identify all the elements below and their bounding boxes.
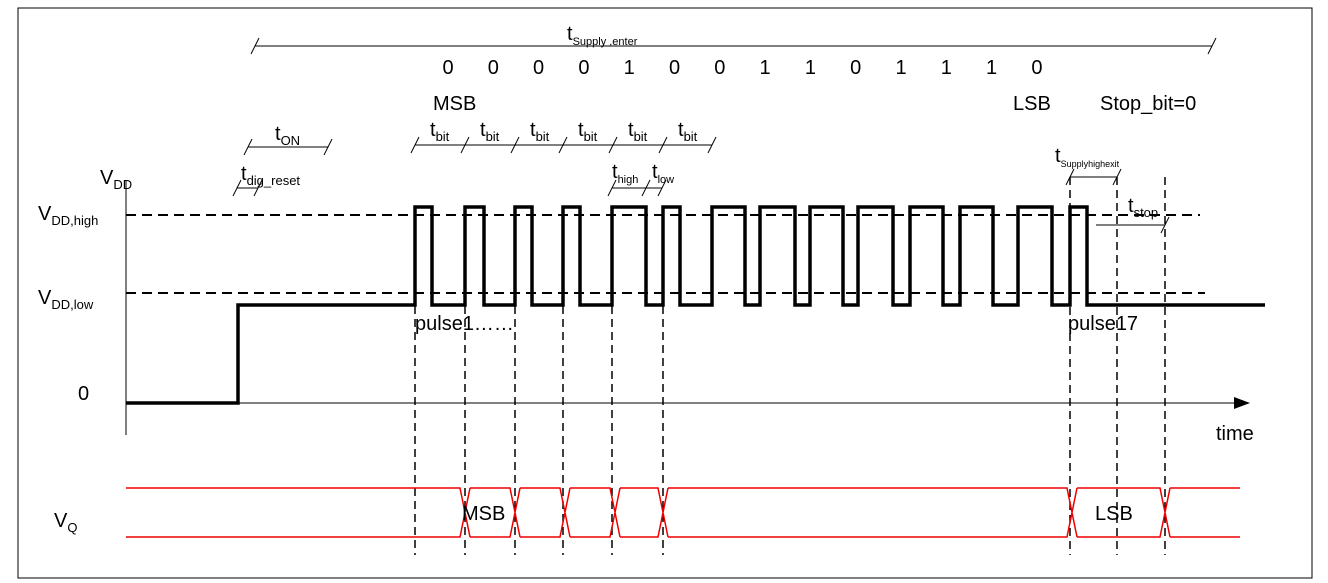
t-supply-high-exit-main: t [1055, 145, 1061, 167]
lsb-label: LSB [1013, 93, 1051, 115]
t-stop-sub: stop [1134, 205, 1159, 220]
bit: 1 [941, 57, 952, 79]
zero-label: 0 [78, 383, 89, 405]
t-bit: tbit [578, 119, 598, 144]
t-dig-reset-sub: dig_reset [247, 173, 301, 188]
t-bit-sub: bit [536, 129, 550, 144]
t-bit: tbit [480, 119, 500, 144]
t-high: thigh [612, 161, 638, 186]
t-high-sub: high [618, 174, 639, 186]
bit: 0 [488, 57, 499, 79]
t-bit-sub: bit [486, 129, 500, 144]
t-on-main: t [275, 123, 281, 145]
t-stop: tstop [1128, 195, 1158, 220]
t-supply-high-exit: tSupplyhighexit [1055, 145, 1120, 169]
time-label: time [1216, 423, 1254, 445]
v-dd-low-main: V [38, 287, 52, 309]
t-supply-enter: tSupply ,enter [567, 23, 638, 48]
bit: 0 [442, 57, 453, 79]
t-on-sub: ON [281, 133, 301, 148]
t-bit-main: t [480, 119, 486, 141]
dimension-tick [607, 179, 617, 197]
bit: 1 [986, 57, 997, 79]
bit: 1 [895, 57, 906, 79]
dimension-tick [1207, 37, 1217, 55]
msb-label: MSB [433, 93, 476, 115]
stop-bit-label: Stop_bit=0 [1100, 93, 1196, 115]
v-dd-main: V [100, 167, 114, 189]
dimension-tick [232, 179, 242, 197]
dimension-tick [558, 136, 568, 154]
dimension-tick [707, 136, 717, 154]
v-q-sub: Q [67, 520, 77, 535]
t-bit-main: t [578, 119, 584, 141]
t-bit: tbit [530, 119, 550, 144]
dimension-tick [410, 136, 420, 154]
t-supply-enter-main: t [567, 23, 573, 45]
dimension-tick [1160, 216, 1170, 234]
t-stop-main: t [1128, 195, 1134, 217]
dimension-tick [243, 138, 253, 156]
t-bit-sub: bit [684, 129, 698, 144]
bit: 0 [850, 57, 861, 79]
t-low-sub: low [658, 174, 675, 186]
t-supply-high-exit-sub: Supplyhighexit [1061, 159, 1120, 169]
t-bit: tbit [430, 119, 450, 144]
bit: 1 [624, 57, 635, 79]
t-bit-sub: bit [634, 129, 648, 144]
t-low: tlow [652, 161, 674, 186]
dimension-tick [510, 136, 520, 154]
v-dd-sub: DD [113, 177, 132, 192]
bit: 0 [578, 57, 589, 79]
dimension-tick [253, 179, 263, 197]
dimension-tick [608, 136, 618, 154]
dimension-tick [657, 179, 667, 197]
bit: 0 [1031, 57, 1042, 79]
bit: 1 [805, 57, 816, 79]
t-bit-main: t [628, 119, 634, 141]
bit: 0 [669, 57, 680, 79]
t-bit: tbit [678, 119, 698, 144]
t-bit-main: t [430, 119, 436, 141]
v-dd-low-sub: DD,low [51, 297, 94, 312]
bit: 0 [714, 57, 725, 79]
v-dd: VDD [100, 167, 132, 192]
t-bit-sub: bit [436, 129, 450, 144]
t-on: tON [275, 123, 300, 148]
dimension-tick [250, 37, 260, 55]
q-msb-label: MSB [462, 503, 505, 525]
q-lsb-label: LSB [1095, 503, 1133, 525]
vq-bus [126, 487, 1240, 538]
v-dd-high: VDD,high [38, 203, 98, 228]
t-dig-reset: tdig_reset [241, 163, 300, 188]
pulse17-label: pulse17 [1068, 313, 1138, 335]
dimension-tick [658, 136, 668, 154]
v-dd-high-sub: DD,high [51, 213, 98, 228]
t-bit-sub: bit [584, 129, 598, 144]
t-supply-enter-sub: Supply ,enter [573, 36, 638, 48]
v-dd-low: VDD,low [38, 287, 94, 312]
t-high-main: t [612, 161, 618, 183]
t-bit: tbit [628, 119, 648, 144]
bit: 0 [533, 57, 544, 79]
vdd-waveform [126, 205, 1265, 405]
dimension-tick [323, 138, 333, 156]
dimension-tick [641, 179, 651, 197]
t-low-main: t [652, 161, 658, 183]
x-axis-arrow [1234, 397, 1250, 409]
frame [17, 7, 1313, 579]
bit: 1 [760, 57, 771, 79]
t-bit-main: t [678, 119, 684, 141]
t-bit-main: t [530, 119, 536, 141]
dimension-tick [460, 136, 470, 154]
v-q-main: V [54, 510, 68, 532]
t-dig-reset-main: t [241, 163, 247, 185]
v-q: VQ [54, 510, 77, 535]
v-dd-high-main: V [38, 203, 52, 225]
